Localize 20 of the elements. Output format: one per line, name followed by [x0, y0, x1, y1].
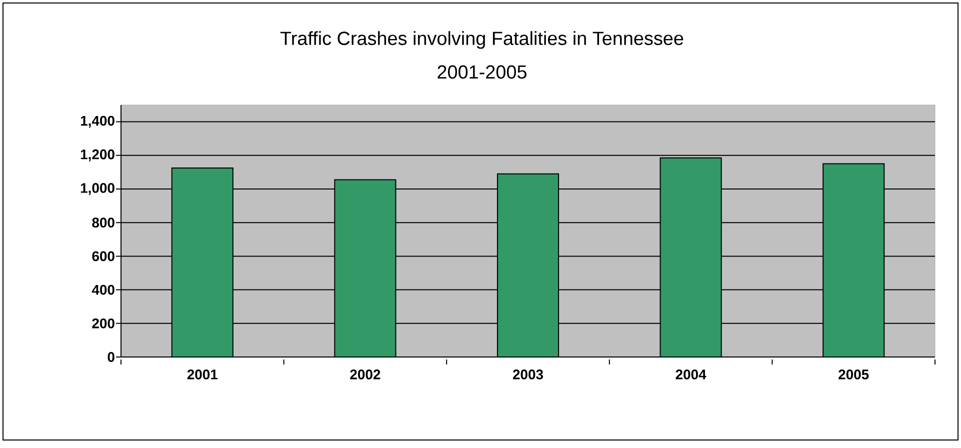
chart-title: Traffic Crashes involving Fatalities in Tennessee [280, 31, 684, 49]
x-tick-label: 2002 [350, 370, 380, 380]
y-tick-label: 400 [92, 284, 114, 295]
bar [660, 157, 722, 357]
bar [171, 167, 234, 357]
y-tick-label: 800 [92, 218, 114, 228]
x-tick-label: 2004 [676, 370, 706, 380]
y-tick-label: 0 [108, 352, 114, 362]
y-tick-label: 1,400 [80, 116, 114, 128]
y-tick-label: 1,200 [80, 149, 114, 162]
bar [822, 163, 885, 357]
chart-subtitle: 2001-2005 [438, 65, 526, 79]
x-tick-label: 2001 [187, 370, 218, 380]
y-tick-label: 1,000 [80, 183, 114, 195]
bar [496, 173, 560, 357]
y-tick-label: 600 [92, 251, 114, 262]
x-tick-label: 2005 [838, 370, 869, 380]
y-tick-label: 200 [92, 318, 114, 328]
x-tick-label: 2003 [512, 370, 544, 380]
bar [334, 179, 396, 357]
